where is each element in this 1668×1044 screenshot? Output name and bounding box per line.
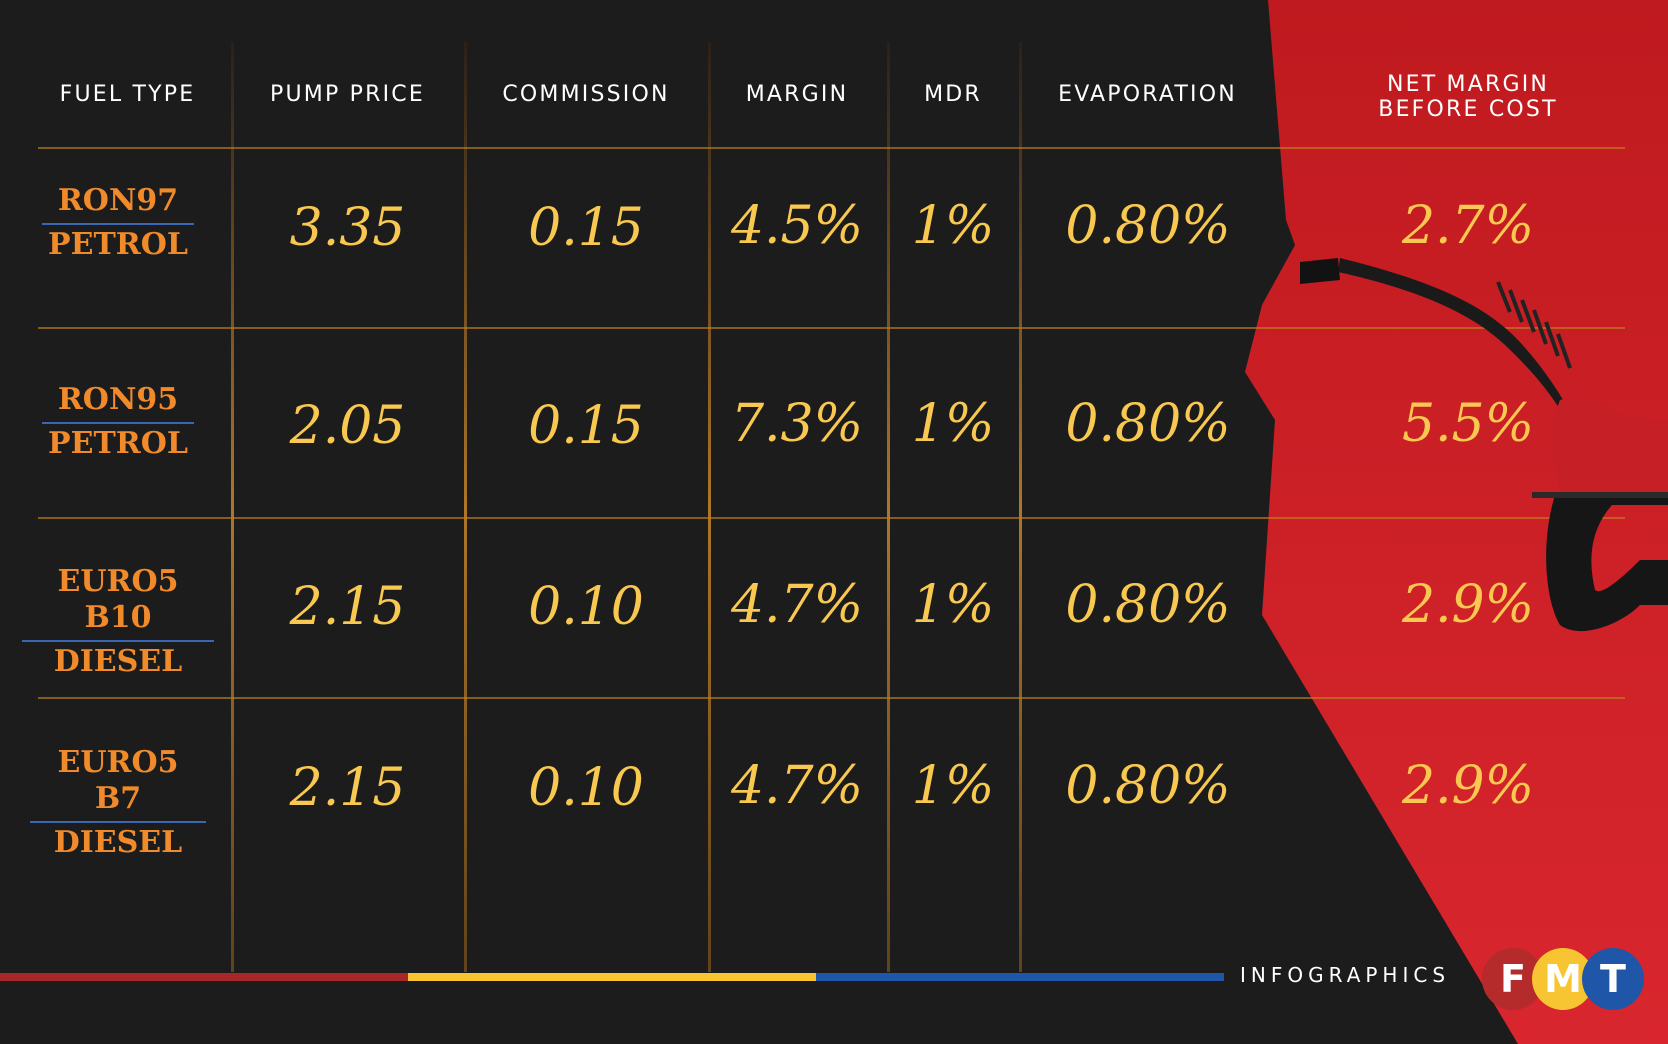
stripe-blue — [816, 973, 1224, 981]
fuel-type-cell: RON97 PETROL — [42, 183, 194, 265]
header-net-margin: NET MARGIN BEFORE COST — [1338, 72, 1598, 122]
commission-value: 0.10 — [528, 577, 644, 637]
stripe-red — [0, 973, 408, 981]
header-pump-price: PUMP PRICE — [270, 82, 425, 107]
mdr-value: 1% — [911, 394, 995, 454]
fuel-name: RON95 — [42, 382, 194, 424]
mdr-value: 1% — [911, 196, 995, 256]
red-panel — [1245, 0, 1668, 1044]
commission-value: 0.15 — [528, 396, 644, 456]
fuel-category: PETROL — [48, 227, 188, 262]
margin-value: 7.3% — [730, 394, 864, 454]
mdr-value: 1% — [911, 756, 995, 816]
fuel-name: EURO5 B10 — [22, 564, 214, 642]
evaporation-value: 0.80% — [1065, 394, 1231, 454]
infographics-label: INFOGRAPHICS — [1240, 963, 1451, 987]
logo-letter-f: F — [1482, 948, 1544, 1010]
row-rules — [38, 147, 1625, 699]
margin-value: 4.5% — [730, 196, 864, 256]
commission-value: 0.15 — [528, 198, 644, 258]
pump-price-value: 3.35 — [289, 198, 406, 258]
commission-value: 0.10 — [528, 758, 644, 818]
stripe-yellow — [408, 973, 816, 981]
header-fuel-type: FUEL TYPE — [59, 82, 196, 107]
footer-stripe — [0, 973, 1224, 981]
fuel-name: RON97 — [42, 183, 194, 225]
fuel-type-cell: EURO5 B7 DIESEL — [30, 745, 206, 863]
pump-price-value: 2.15 — [289, 577, 406, 637]
pump-price-value: 2.05 — [289, 396, 406, 456]
fuel-category: PETROL — [48, 426, 188, 461]
fuel-category: DIESEL — [53, 825, 183, 860]
header-net-margin-line1: NET MARGIN — [1386, 72, 1550, 97]
fuel-name: EURO5 B7 — [30, 745, 206, 823]
fuel-type-cell: EURO5 B10 DIESEL — [22, 564, 214, 682]
header-commission: COMMISSION — [502, 82, 670, 107]
evaporation-value: 0.80% — [1065, 196, 1231, 256]
header-mdr: MDR — [924, 82, 982, 107]
logo-letter-t: T — [1582, 948, 1644, 1010]
pump-price-value: 2.15 — [289, 758, 406, 818]
header-net-margin-line2: BEFORE COST — [1378, 97, 1558, 122]
margin-value: 4.7% — [730, 575, 864, 635]
mdr-value: 1% — [911, 575, 995, 635]
margin-value: 4.7% — [730, 756, 864, 816]
fuel-category: DIESEL — [53, 644, 183, 679]
fuel-type-cell: RON95 PETROL — [42, 382, 194, 464]
fuel-nozzle-icon — [1300, 258, 1668, 632]
net-margin-value: 2.7% — [1401, 196, 1535, 256]
evaporation-value: 0.80% — [1065, 756, 1231, 816]
header-evaporation: EVAPORATION — [1058, 82, 1237, 107]
net-margin-value: 5.5% — [1401, 394, 1535, 454]
net-margin-value: 2.9% — [1401, 575, 1535, 635]
header-margin: MARGIN — [745, 82, 849, 107]
column-separators — [231, 42, 1022, 972]
net-margin-value: 2.9% — [1401, 756, 1535, 816]
evaporation-value: 0.80% — [1065, 575, 1231, 635]
